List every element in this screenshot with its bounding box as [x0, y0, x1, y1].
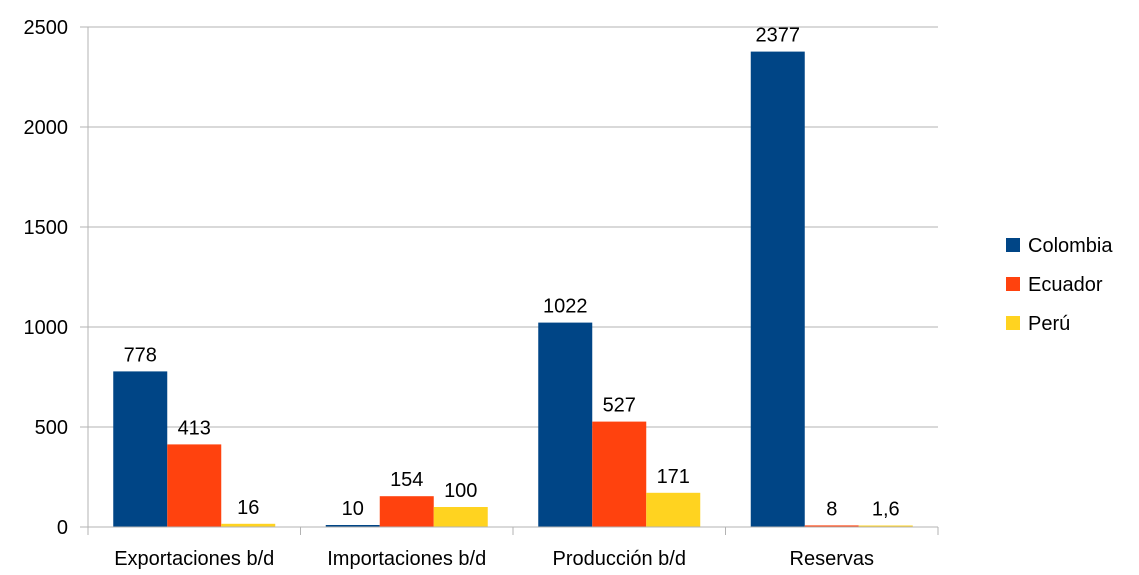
bar-perú [433, 507, 488, 527]
y-tick-label: 1000 [24, 317, 69, 339]
data-label: 8 [826, 498, 837, 520]
data-label: 171 [657, 466, 690, 488]
axes [80, 27, 938, 528]
x-category-label: Exportaciones b/d [114, 548, 274, 570]
legend-swatch-ecuador [1006, 277, 1020, 291]
bar-colombia [538, 322, 593, 527]
bar-ecuador [167, 444, 222, 527]
legend-swatch-perú [1006, 316, 1020, 330]
y-tick-label: 2500 [24, 17, 69, 39]
data-labels: 778 413 16 10 154 100 1022 527 171 2377 8 1,6 [124, 25, 900, 521]
y-axis-ticks: 0 500 1000 1500 2000 2500 [24, 17, 88, 539]
x-category-label: Importaciones b/d [327, 548, 486, 570]
y-tick-label: 1500 [24, 217, 69, 239]
y-tick-label: 0 [57, 517, 68, 539]
bar-perú [221, 523, 276, 527]
bar-perú [858, 525, 913, 527]
bars [113, 51, 913, 527]
data-label: 10 [342, 498, 364, 520]
y-tick-label: 2000 [24, 117, 69, 139]
bar-ecuador [804, 525, 859, 527]
legend-label[interactable]: Colombia [1028, 235, 1113, 257]
bar-ecuador [379, 496, 434, 527]
data-label: 100 [444, 480, 477, 502]
bar-colombia [750, 51, 805, 527]
legend-swatch-colombia [1006, 238, 1020, 252]
data-label: 1,6 [872, 499, 900, 521]
bar-colombia [113, 371, 168, 527]
legend-label[interactable]: Perú [1028, 313, 1070, 335]
data-label: 154 [390, 469, 423, 491]
data-label: 1022 [543, 296, 588, 318]
legend[interactable]: Colombia Ecuador Perú [1006, 235, 1113, 335]
x-axis-categories: Exportaciones b/d Importaciones b/d Produc… [87, 527, 939, 570]
x-category-label: Producción b/d [553, 548, 686, 570]
data-label: 2377 [756, 25, 801, 47]
bar-colombia [325, 525, 380, 527]
bar-perú [646, 492, 701, 527]
data-label: 527 [603, 395, 636, 417]
x-category-label: Reservas [790, 548, 874, 570]
y-tick-label: 500 [35, 417, 68, 439]
data-label: 16 [237, 497, 259, 519]
bar-ecuador [592, 421, 647, 527]
data-label: 413 [178, 417, 211, 439]
data-label: 778 [124, 344, 157, 366]
legend-label[interactable]: Ecuador [1028, 274, 1103, 296]
